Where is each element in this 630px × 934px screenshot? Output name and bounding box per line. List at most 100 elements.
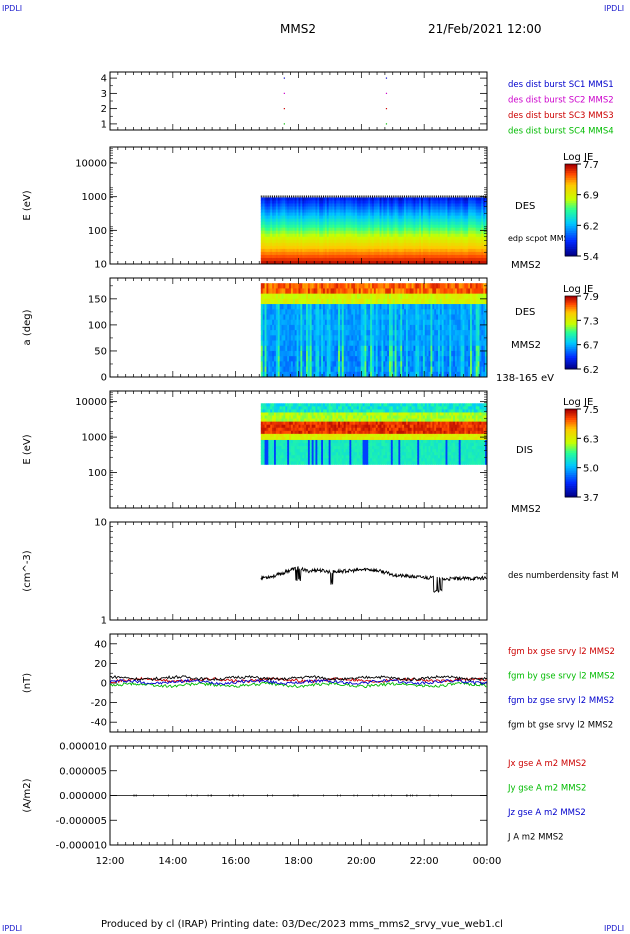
spectro-cell <box>481 254 484 259</box>
spectro-cell <box>381 288 384 295</box>
spectro-cell <box>385 200 388 204</box>
spectro-cell <box>323 200 326 204</box>
spectro-cell <box>439 319 443 326</box>
spectro-cell <box>445 212 448 217</box>
spectro-cell <box>319 245 322 250</box>
spectro-cell <box>372 366 375 373</box>
spectro-cell <box>468 257 471 262</box>
spectro-cell <box>304 200 307 204</box>
spectro-cell <box>306 283 309 289</box>
spectro-cell <box>368 224 371 229</box>
spectro-cell <box>390 340 394 347</box>
spectro-cell <box>296 212 299 217</box>
spectro-cell <box>387 195 389 198</box>
spectro-cell <box>366 293 369 300</box>
spectro-cell <box>279 245 282 250</box>
spectro-cell <box>447 314 450 321</box>
spectro-cell <box>449 330 452 336</box>
spectro-cell <box>396 356 399 362</box>
spectro-cell <box>437 233 441 238</box>
spectro-cell <box>387 197 390 201</box>
spectro-cell <box>272 335 275 341</box>
spectro-cell <box>311 200 314 204</box>
spectro-cell <box>479 236 482 241</box>
spectro-cell <box>356 298 360 305</box>
spectro-cell <box>353 330 356 336</box>
spectro-cell <box>387 248 390 253</box>
spectro-cell <box>264 257 267 262</box>
spectro-cell <box>415 251 418 256</box>
spectro-cell <box>362 212 365 217</box>
spectro-cell <box>415 239 418 244</box>
spectro-cell <box>266 330 269 336</box>
spectro-cell <box>373 195 375 198</box>
spectro-cell <box>345 254 348 259</box>
spectro-cell <box>481 251 484 256</box>
spectro-cell <box>315 236 318 241</box>
spectro-cell <box>317 309 320 315</box>
spectro-cell <box>375 203 379 207</box>
spectro-cell <box>379 203 382 207</box>
spectro-cell <box>432 335 435 341</box>
spectro-cell <box>368 206 371 210</box>
spectro-cell <box>268 304 271 310</box>
spectro-cell <box>413 283 416 289</box>
spectro-cell <box>311 251 314 256</box>
spectro-cell <box>351 239 354 244</box>
spectro-cell <box>434 206 437 210</box>
spectro-cell <box>396 212 399 217</box>
spectro-cell <box>485 236 487 241</box>
spectro-cell <box>319 233 322 238</box>
spectro-cell <box>289 324 292 331</box>
spectro-cell <box>315 350 318 357</box>
spectro-cell <box>319 288 322 295</box>
spectro-cell <box>262 257 265 262</box>
spectro-cell <box>445 304 448 310</box>
spectro-cell <box>311 288 314 295</box>
spectro-cell <box>483 230 486 235</box>
spectro-cell <box>388 242 392 247</box>
spectro-cell <box>485 233 487 238</box>
spectro-cell <box>373 309 377 315</box>
spectro-cell <box>445 293 448 300</box>
spectro-cell <box>262 233 265 238</box>
spectro-cell <box>390 251 394 256</box>
spectro-cell <box>485 245 487 250</box>
spectro-cell <box>447 239 450 244</box>
spectro-cell <box>300 319 303 326</box>
spectro-cell <box>349 230 352 235</box>
spectro-cell <box>479 260 482 264</box>
spectro-cell <box>372 283 375 289</box>
spectro-cell <box>338 236 341 241</box>
spectro-cell <box>372 304 375 310</box>
spectro-cell <box>268 293 271 300</box>
spectro-cell <box>260 215 264 220</box>
spectro-cell <box>413 242 416 247</box>
spectro-cell <box>447 254 450 259</box>
spectro-cell <box>462 233 465 238</box>
spectro-cell <box>430 366 433 373</box>
spectro-cell <box>402 212 405 217</box>
spectro-cell <box>313 212 316 217</box>
spectro-cell <box>279 227 282 232</box>
spectro-cell <box>407 350 411 357</box>
spectro-cell <box>432 197 435 201</box>
spectro-cell <box>443 324 446 331</box>
spectro-cell <box>385 314 388 321</box>
spectro-cell <box>421 221 424 226</box>
spectro-cell <box>311 197 314 201</box>
spectro-cell <box>302 356 305 362</box>
spectro-cell <box>315 283 318 289</box>
spectro-cell <box>385 212 388 217</box>
spectro-cell <box>451 221 454 226</box>
spectro-cell <box>434 254 437 259</box>
spectro-cell <box>426 330 429 336</box>
spectro-cell <box>447 298 450 305</box>
spectro-cell <box>421 209 424 213</box>
spectro-cell <box>338 197 341 201</box>
spectro-cell <box>317 283 320 289</box>
spectro-cell <box>404 366 407 373</box>
spectro-cell <box>366 233 369 238</box>
spectro-cell <box>434 197 437 201</box>
spectro-cell <box>296 197 299 201</box>
